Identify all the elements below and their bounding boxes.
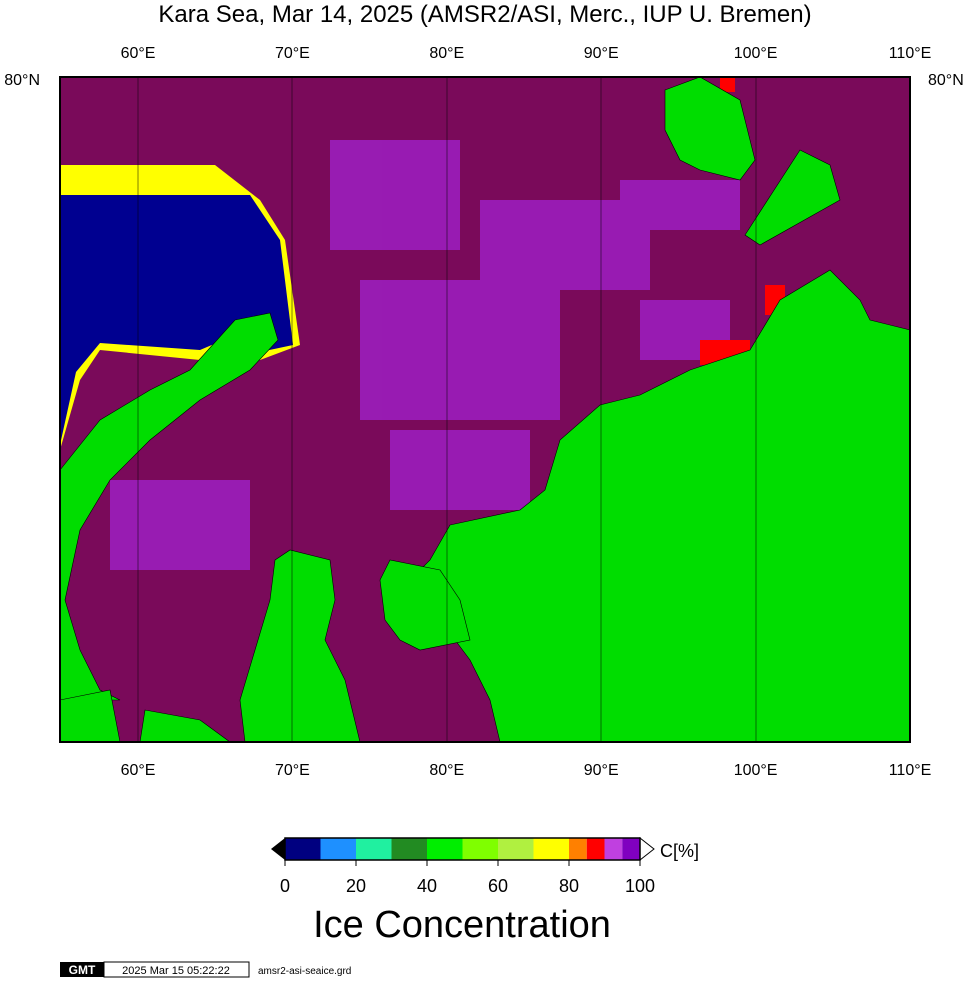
lat-label: 80°N: [4, 72, 40, 89]
colorbar-tick-label: 20: [346, 876, 366, 896]
colorbar-high: [639, 836, 655, 862]
lon-label: 90°E: [584, 45, 619, 62]
lon-label: 100°E: [734, 762, 778, 779]
land: [59, 76, 911, 743]
lon-labels: 60°E 70°E 80°E 90°E 100°E 110°E 60°E 70°E 80°E 90…: [121, 45, 932, 779]
lon-label: 110°E: [889, 762, 932, 779]
lon-label: 70°E: [275, 762, 310, 779]
colorbar-segment: [320, 838, 356, 860]
lon-label: 110°E: [889, 45, 932, 62]
lon-label: 90°E: [584, 762, 619, 779]
lon-label: 60°E: [121, 45, 156, 62]
colorbar-segment: [586, 838, 605, 860]
colorbar-segment: [285, 838, 321, 860]
colorbar-tick-label: 60: [488, 876, 508, 896]
colorbar-segment: [391, 838, 427, 860]
colorbar-frame: [284, 837, 641, 861]
lon-label: 80°E: [429, 762, 464, 779]
timestamp: 2025 Mar 15 05:22:22: [122, 965, 230, 977]
colorbar-segment: [462, 838, 498, 860]
colorbar: 0 20 40 60 80 100: [271, 836, 655, 896]
timestamp-box: [103, 961, 250, 978]
colorbar-segment: [569, 838, 587, 860]
colorbar-segment: [356, 838, 392, 860]
lon-label: 80°E: [429, 45, 464, 62]
colorbar-low: [271, 838, 285, 860]
colorbar-segment: [498, 838, 534, 860]
gmt-logo: [60, 962, 104, 977]
gmt-logo-text: GMT: [69, 963, 96, 977]
map-frame: [59, 76, 911, 743]
colorbar-segment: [622, 838, 640, 860]
map: [59, 76, 911, 743]
colorbar-title: Ice Concentration: [313, 904, 611, 946]
lon-label: 70°E: [275, 45, 310, 62]
lon-label: 60°E: [121, 762, 156, 779]
title: Kara Sea, Mar 14, 2025 (AMSR2/ASI, Merc.…: [158, 1, 811, 28]
colorbar-segment: [604, 838, 623, 860]
colorbar-tick-label: 0: [280, 876, 290, 896]
colorbar-tick-label: 100: [625, 876, 655, 896]
open-water: [60, 195, 293, 445]
file-name: amsr2-asi-seaice.grd: [258, 966, 351, 977]
colorbar-tick-label: 80: [559, 876, 579, 896]
graticule: [137, 77, 757, 742]
colorbar-segment: [427, 838, 463, 860]
lon-label: 100°E: [734, 45, 778, 62]
colorbar-unit: C[%]: [660, 841, 699, 861]
colorbar-tick-label: 40: [417, 876, 437, 896]
colorbar-segment: [533, 838, 569, 860]
lat-label: 80°N: [928, 72, 964, 89]
